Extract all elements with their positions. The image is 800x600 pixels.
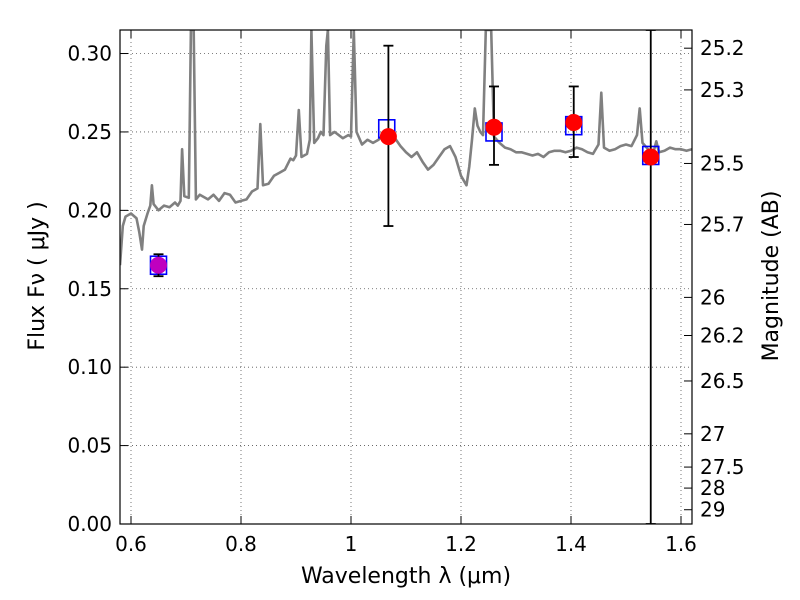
x-tick-label: 0.6: [115, 532, 147, 556]
mag-tick-label: 28: [700, 476, 725, 500]
mag-tick-label: 27.5: [700, 455, 745, 479]
model-spectrum-line: [120, 30, 692, 266]
y-tick-label: 0.10: [67, 355, 112, 379]
axes: 0.6 0.8 1 1.2 1.4 1.6 0.00 0.05 0.10 0.15 0.20 0.25…: [67, 30, 745, 556]
mag-tick-label: 25.7: [700, 212, 745, 236]
right-axis-label: Magnitude (AB): [759, 191, 784, 362]
mag-tick-label: 25.3: [700, 78, 745, 102]
observed-flux-point: [150, 256, 167, 274]
x-tick-label: 1.2: [445, 532, 477, 556]
y-tick-label: 0.15: [67, 277, 112, 301]
y-tick-label: 0.00: [67, 512, 112, 536]
mag-tick-label: 26: [700, 285, 725, 309]
mag-tick-label: 29: [700, 498, 725, 522]
plot-area: [120, 30, 692, 524]
mag-tick-label: 27: [700, 422, 725, 446]
observed-flux-point: [565, 114, 583, 132]
y-tick-label: 0.30: [67, 42, 112, 66]
y-axis-label: Flux Fν ( μJy ): [25, 201, 50, 350]
mag-tick-label: 26.5: [700, 369, 745, 393]
plot-frame: [119, 29, 693, 525]
y-tick-label: 0.20: [67, 198, 112, 222]
x-tick-label: 1.6: [665, 532, 697, 556]
x-tick-label: 1.4: [555, 532, 587, 556]
observed-flux-point: [642, 148, 660, 166]
x-tick-label: 1: [345, 532, 358, 556]
mag-tick-label: 26.2: [700, 323, 745, 347]
x-tick-label: 0.8: [225, 532, 257, 556]
y-tick-label: 0.25: [67, 120, 112, 144]
mag-tick-label: 25.5: [700, 151, 745, 175]
x-axis-label: Wavelength λ (μm): [301, 564, 511, 589]
y-tick-label: 0.05: [67, 434, 112, 458]
observed-flux-point: [379, 128, 397, 146]
observed-flux-point: [485, 118, 503, 136]
mag-tick-label: 25.2: [700, 36, 745, 60]
